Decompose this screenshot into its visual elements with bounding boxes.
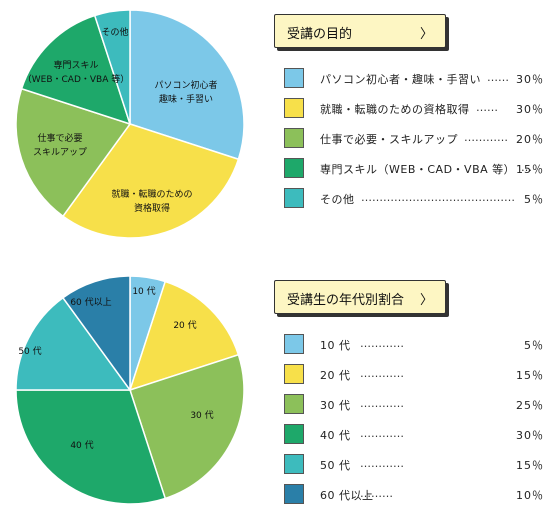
purpose-title-box[interactable]: 受講の目的 〉 xyxy=(274,14,446,48)
age-legend-panel: 受講生の年代別割合 〉 10 代 ………… 5％ 20 代 ………… 15％ 30 代 ………… xyxy=(272,280,554,514)
chevron-right-icon: 〉 xyxy=(419,27,433,42)
purpose-slice-1 xyxy=(61,123,240,239)
age-slice-label-4: 50 代 xyxy=(18,346,41,357)
age-legend-leader: ………… xyxy=(360,457,404,470)
purpose-slice-label-2: 仕事で必要スキルアップ xyxy=(33,132,87,158)
age-legend-value: 15％ xyxy=(516,459,544,472)
age-legend-item: 60 代以上……… 10％ xyxy=(272,484,554,514)
purpose-legend-value: 30％ xyxy=(516,103,544,116)
age-legend-swatch xyxy=(284,424,304,444)
age-legend-leader: ………… xyxy=(360,367,404,380)
age-title-box[interactable]: 受講生の年代別割合 〉 xyxy=(274,280,446,314)
purpose-slice-4 xyxy=(93,9,131,125)
purpose-legend-item: 専門スキル（WEB・CAD・VBA 等） … 15％ xyxy=(272,158,554,188)
age-slice-5 xyxy=(61,275,131,393)
age-legend-swatch xyxy=(284,484,304,504)
age-slice-label-1: 20 代 xyxy=(173,320,196,331)
age-slice-4 xyxy=(15,296,132,391)
purpose-legend-label: 専門スキル（WEB・CAD・VBA 等） xyxy=(320,163,516,176)
purpose-legend-label: 仕事で必要・スキルアップ xyxy=(320,133,458,146)
age-legend-label: 50 代 xyxy=(320,459,351,472)
age-legend-value: 15％ xyxy=(516,369,544,382)
age-legend-item: 30 代 ………… 25％ xyxy=(272,394,554,424)
purpose-legend-swatch xyxy=(284,98,304,118)
purpose-slice-2 xyxy=(15,87,132,218)
age-chart-title: 受講生の年代別割合 xyxy=(287,293,405,308)
purpose-pie-chart: パソコン初心者趣味・手習い就職・転職のための資格取得 仕事で必要スキルアップ 専門ス… xyxy=(0,0,260,250)
age-pie-chart: 10 代 20 代 30 代 40 代 50 代 60 代以上 xyxy=(0,266,260,516)
purpose-legend-panel: 受講の目的 〉 パソコン初心者・趣味・手習い…… 30％ 就職・転職のための資格取得… xyxy=(272,14,554,218)
purpose-legend-item: パソコン初心者・趣味・手習い …… 30％ xyxy=(272,68,554,98)
age-legend-swatch xyxy=(284,454,304,474)
age-slice-2 xyxy=(129,353,245,500)
purpose-legend-swatch xyxy=(284,128,304,148)
age-legend-swatch xyxy=(284,334,304,354)
age-legend-label: 30 代 xyxy=(320,399,351,412)
purpose-slice-label-1: 就職・転職のための資格取得 xyxy=(111,188,192,214)
age-legend-label: 20 代 xyxy=(320,369,351,382)
age-slice-label-2: 30 代 xyxy=(190,410,213,421)
age-pie-svg: 10 代 20 代 30 代 40 代 50 代 60 代以上 xyxy=(15,275,245,505)
age-legend-leader: ……… xyxy=(360,487,393,500)
purpose-legend-item: 仕事で必要・スキルアップ ………… 20％ xyxy=(272,128,554,158)
purpose-legend-leader: ………… xyxy=(464,131,508,144)
purpose-slice-label-4: その他 xyxy=(101,26,128,38)
purpose-legend-swatch xyxy=(284,68,304,88)
purpose-legend-item: 就職・転職のための資格取得 …… 30％ xyxy=(272,98,554,128)
purpose-legend-value: 30％ xyxy=(516,73,544,86)
age-legend-label: 60 代以上 xyxy=(320,489,374,502)
purpose-legend-value: 15％ xyxy=(516,163,544,176)
purpose-legend-swatch xyxy=(284,158,304,178)
purpose-slice-label-0: パソコン初心者趣味・手習い xyxy=(154,79,217,105)
age-legend: 10 代………… 5％ 20 代………… 15％ 30 代………… 25％ 40 代…………… xyxy=(272,334,554,514)
age-legend-value: 30％ xyxy=(516,429,544,442)
purpose-legend-item: その他 …………………………………… 5％ xyxy=(272,188,554,218)
purpose-legend-swatch xyxy=(284,188,304,208)
age-slice-label-5: 60 代以上 xyxy=(70,297,111,308)
purpose-legend-value: 20％ xyxy=(516,133,544,146)
age-legend-item: 50 代 ………… 15％ xyxy=(272,454,554,484)
age-legend-item: 40 代 ………… 30％ xyxy=(272,424,554,454)
purpose-legend-label: その他 xyxy=(320,193,355,206)
age-legend-swatch xyxy=(284,364,304,384)
age-legend-leader: ………… xyxy=(360,397,404,410)
purpose-legend-label: 就職・転職のための資格取得 xyxy=(320,103,470,116)
age-legend-swatch xyxy=(284,394,304,414)
age-legend-value: 10％ xyxy=(516,489,544,502)
purpose-legend-label: パソコン初心者・趣味・手習い xyxy=(320,73,481,86)
age-legend-leader: ………… xyxy=(360,337,404,350)
purpose-legend-leader: … xyxy=(521,161,532,174)
age-legend-value: 5％ xyxy=(524,339,544,352)
purpose-legend-value: 5％ xyxy=(524,193,544,206)
age-legend-label: 10 代 xyxy=(320,339,351,352)
age-legend-item: 20 代 ………… 15％ xyxy=(272,364,554,394)
purpose-legend-leader: …… xyxy=(487,71,509,84)
purpose-legend-leader: …… xyxy=(476,101,498,114)
age-slice-3 xyxy=(15,389,167,505)
purpose-slice-0 xyxy=(129,9,245,161)
purpose-chart-title: 受講の目的 xyxy=(287,27,353,42)
age-slice-label-3: 40 代 xyxy=(70,440,93,451)
age-legend-value: 25％ xyxy=(516,399,544,412)
purpose-legend-leader: …………………………………… xyxy=(361,191,515,204)
chevron-right-icon: 〉 xyxy=(419,293,433,308)
age-legend-leader: ………… xyxy=(360,427,404,440)
age-legend-label: 40 代 xyxy=(320,429,351,442)
age-legend-item: 10 代 ………… 5％ xyxy=(272,334,554,364)
purpose-slice-label-3: 専門スキル（WEB・CAD・VBA 等） xyxy=(23,59,129,85)
purpose-legend: パソコン初心者・趣味・手習い …… 30％ 就職・転職のための資格取得 …… 30％ 仕事で… xyxy=(272,68,554,218)
age-slice-label-0: 10 代 xyxy=(132,286,155,297)
